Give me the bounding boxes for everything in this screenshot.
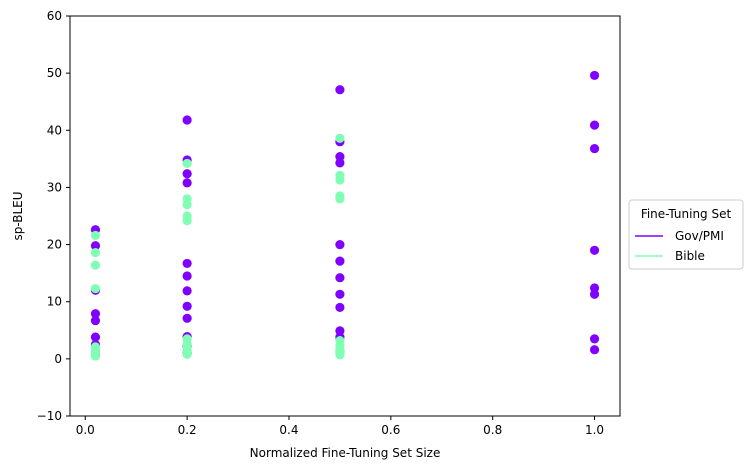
point-bible-18 xyxy=(335,133,345,143)
point-bible-3 xyxy=(90,283,101,294)
point-bible-20 xyxy=(335,175,345,185)
point-gov-pmi-38 xyxy=(589,289,600,299)
point-gov-pmi-23 xyxy=(335,151,345,162)
x-tick-label: 0.0 xyxy=(76,423,95,437)
point-gov-pmi-40 xyxy=(589,345,600,355)
y-tick-label: 30 xyxy=(47,180,62,194)
point-gov-pmi-11 xyxy=(182,169,192,179)
legend-entry-label: Bible xyxy=(675,249,705,263)
y-tick-label: 50 xyxy=(47,66,62,80)
point-gov-pmi-16 xyxy=(182,301,192,311)
point-gov-pmi-35 xyxy=(589,143,600,154)
point-gov-pmi-14 xyxy=(182,271,192,281)
point-gov-pmi-39 xyxy=(589,334,600,344)
point-bible-12 xyxy=(182,215,192,226)
point-gov-pmi-34 xyxy=(589,120,600,130)
y-axis: −10 0 10 20 30 40 50 60 xyxy=(37,9,70,423)
legend-title: Fine-Tuning Set xyxy=(641,207,732,221)
y-tick-label: 20 xyxy=(47,238,62,252)
point-gov-pmi-27 xyxy=(335,273,345,283)
point-bible-22 xyxy=(335,194,345,204)
legend-entries: Gov/PMI Bible xyxy=(635,229,724,263)
y-axis-label: sp-BLEU xyxy=(11,191,25,240)
point-gov-pmi-5 xyxy=(90,332,101,342)
legend-entry-label: Gov/PMI xyxy=(675,229,724,243)
x-tick-label: 0.4 xyxy=(279,423,298,437)
point-gov-pmi-15 xyxy=(182,286,192,296)
y-tick-label: 40 xyxy=(47,123,62,137)
x-tick-label: 0.8 xyxy=(483,423,502,437)
y-tick-label: 10 xyxy=(47,295,62,309)
point-bible-10 xyxy=(182,199,192,210)
point-gov-pmi-13 xyxy=(182,258,192,269)
point-gov-pmi-9 xyxy=(182,115,192,125)
point-gov-pmi-29 xyxy=(335,302,345,313)
x-tick-label: 0.2 xyxy=(178,423,197,437)
point-gov-pmi-1 xyxy=(90,241,101,251)
point-gov-pmi-25 xyxy=(335,239,345,250)
y-tick-label: 0 xyxy=(54,352,62,366)
point-bible-2 xyxy=(90,260,101,270)
x-axis-label: Normalized Fine-Tuning Set Size xyxy=(250,446,441,460)
point-gov-pmi-21 xyxy=(335,85,345,95)
x-axis: 0.0 0.2 0.4 0.6 0.8 1.0 xyxy=(76,416,604,437)
point-bible-8 xyxy=(182,158,192,169)
point-gov-pmi-26 xyxy=(335,256,345,266)
point-gov-pmi-4 xyxy=(90,315,101,326)
legend-box xyxy=(628,199,744,270)
x-tick-label: 0.6 xyxy=(381,423,400,437)
point-bible-27 xyxy=(335,350,345,360)
point-gov-pmi-33 xyxy=(589,70,600,81)
point-bible-0 xyxy=(90,230,101,241)
point-bible-7 xyxy=(90,351,101,361)
plot-area-frame xyxy=(69,15,621,417)
point-gov-pmi-12 xyxy=(182,178,192,188)
point-gov-pmi-3 xyxy=(90,309,101,319)
y-tick-label: 60 xyxy=(47,9,62,23)
point-bible-1 xyxy=(90,247,101,258)
y-tick-label: −10 xyxy=(37,409,62,423)
point-gov-pmi-24 xyxy=(335,158,345,168)
x-tick-label: 1.0 xyxy=(585,423,604,437)
legend: Fine-Tuning Set Gov/PMI Bible xyxy=(628,199,744,270)
point-bible-17 xyxy=(182,349,192,359)
point-gov-pmi-28 xyxy=(335,289,345,299)
point-gov-pmi-37 xyxy=(589,283,600,293)
data-points xyxy=(90,70,600,361)
point-gov-pmi-36 xyxy=(589,245,600,255)
point-gov-pmi-17 xyxy=(182,313,192,323)
